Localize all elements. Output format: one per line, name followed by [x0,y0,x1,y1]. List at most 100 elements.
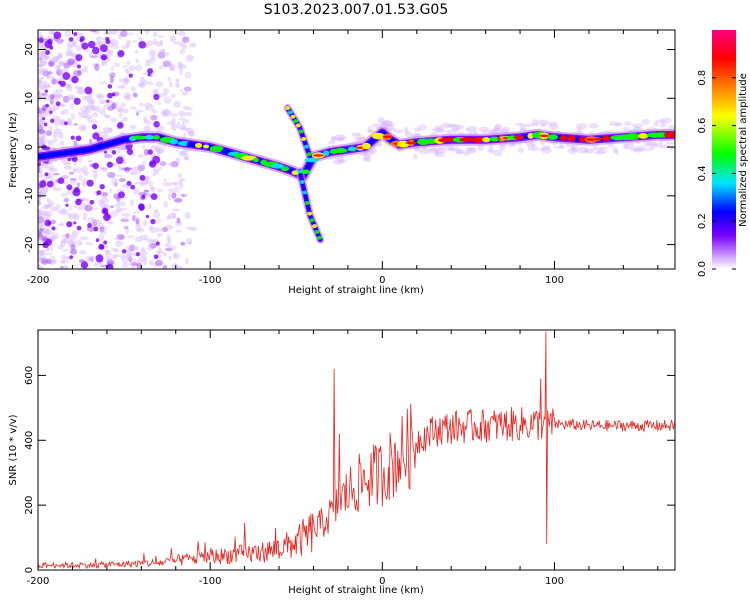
noise-mark [75,135,82,142]
noise-mark [92,132,100,140]
noise-mark [160,109,170,116]
noise-mark [65,203,69,207]
noise-mark [74,122,78,126]
noise-mark [42,117,46,121]
noise-mark [47,210,53,218]
noise-mark [418,150,430,155]
noise-mark [179,178,186,181]
noise-mark [184,112,193,117]
noise-mark [122,108,129,114]
ridge-blob [221,147,230,155]
noise-mark [79,250,87,255]
noise-mark [139,250,148,256]
noise-mark [142,219,148,227]
noise-mark [548,121,558,127]
noise-mark [567,148,578,155]
noise-mark [70,135,75,140]
snr-frame [37,329,676,571]
noise-mark [120,218,130,223]
noise-mark [540,140,545,146]
ridge-blob [473,138,483,142]
noise-mark [182,36,190,43]
ridge-blob [209,145,224,153]
noise-mark [178,151,186,157]
noise-mark [141,161,147,166]
ridge-blob [293,119,299,124]
noise-mark [84,114,93,120]
noise-mark [87,98,96,105]
noise-mark [50,168,58,173]
noise-mark [150,54,156,60]
ridge-blob [405,141,418,145]
noise-mark [38,111,43,119]
ridge-blob [297,169,303,174]
noise-mark [96,92,105,100]
noise-mark [92,112,99,118]
noise-mark [120,84,124,90]
noise-mark [125,93,132,102]
noise-mark [147,239,156,244]
snr-panel: -200 -100 0 100 0 200 400 600 Height of straig… [8,329,676,596]
noise-mark [180,242,187,248]
noise-mark [598,146,608,151]
noise-mark [158,65,166,70]
noise-mark [38,57,44,61]
noise-mark [623,126,630,133]
y-tick-label: -20 [24,236,35,252]
noise-mark [380,120,391,125]
noise-mark [121,167,130,171]
noise-mark [94,40,101,46]
noise-mark [136,262,143,269]
noise-mark [92,63,99,68]
ridge-blob [285,106,291,111]
noise-mark [129,124,137,130]
noise-mark [41,83,46,91]
noise-mark [163,108,170,114]
noise-mark [61,237,68,244]
noise-mark [541,145,551,151]
noise-mark [144,81,154,86]
noise-mark [142,258,148,266]
noise-mark [51,259,58,263]
noise-mark [356,133,361,137]
noise-mark [89,199,95,205]
colorbar-tick-label: 0.8 [697,70,708,86]
noise-mark [152,211,161,219]
noise-mark [124,167,133,171]
noise-mark [135,58,140,64]
noise-mark [99,81,108,85]
noise-mark [42,106,47,111]
noise-mark [182,193,188,198]
noise-mark [571,147,579,152]
noise-mark [38,142,43,148]
noise-mark [465,146,477,153]
ridge-blob [317,235,323,240]
noise-mark [143,125,151,133]
noise-mark [89,119,98,124]
noise-mark [38,255,41,262]
noise-mark [44,238,53,246]
noise-mark [52,115,61,122]
noise-mark [162,226,169,233]
noise-mark [432,127,444,133]
noise-mark [112,254,121,258]
noise-mark [381,120,393,127]
noise-mark [666,141,675,145]
noise-mark [48,161,53,165]
noise-mark [183,39,190,43]
noise-mark [176,217,181,224]
noise-mark [177,172,183,179]
noise-mark [168,188,174,194]
noise-mark [451,123,457,128]
noise-mark [114,248,119,253]
noise-mark [68,234,78,241]
noise-mark [45,50,51,55]
noise-mark [150,218,156,225]
noise-mark [42,70,50,77]
noise-mark [107,171,116,179]
noise-mark [427,147,440,154]
noise-mark [68,37,74,42]
noise-mark [56,38,64,44]
spectrogram-y-label: Frequency (Hz) [8,112,19,188]
noise-mark [38,171,44,179]
